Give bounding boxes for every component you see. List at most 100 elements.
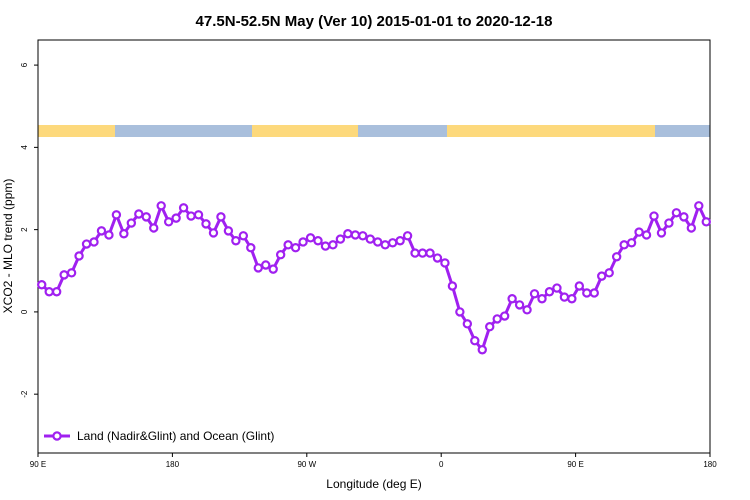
- x-tick-label: 0: [439, 460, 444, 469]
- data-point: [522, 305, 532, 315]
- data-point: [238, 231, 249, 241]
- data-point: [544, 287, 555, 297]
- data-point: [51, 287, 62, 297]
- data-point: [156, 201, 166, 211]
- data-point: [335, 234, 346, 244]
- data-point: [163, 217, 174, 227]
- data-point: [328, 240, 338, 250]
- data-point: [499, 311, 510, 321]
- data-point: [582, 288, 592, 298]
- data-point: [74, 251, 84, 261]
- data-point: [81, 239, 92, 249]
- data-point: [649, 211, 659, 221]
- data-point: [537, 294, 547, 304]
- data-point: [387, 238, 398, 248]
- data-point: [305, 233, 316, 243]
- data-point: [313, 236, 323, 246]
- x-axis-label: Longitude (deg E): [326, 477, 421, 491]
- data-point: [470, 336, 480, 346]
- data-point: [671, 208, 682, 218]
- data-point: [186, 211, 196, 221]
- surface-band: [38, 125, 710, 137]
- data-point: [619, 240, 629, 250]
- data-point: [604, 268, 614, 278]
- ocean-band: [358, 125, 447, 137]
- x-tick-label: 90 E: [30, 460, 46, 469]
- data-point: [679, 212, 689, 222]
- data-point: [373, 237, 383, 247]
- land-band: [447, 125, 655, 137]
- data-point: [402, 231, 413, 241]
- x-tick-label: 180: [166, 460, 180, 469]
- data-point: [507, 294, 517, 304]
- land-band: [252, 125, 358, 137]
- data-point: [253, 263, 263, 273]
- legend-marker: [52, 431, 62, 441]
- ocean-band: [655, 125, 710, 137]
- data-point: [343, 229, 353, 239]
- data-point: [380, 240, 390, 250]
- y-tick-label: 4: [20, 145, 29, 150]
- data-point: [529, 289, 540, 299]
- land-band: [38, 125, 115, 137]
- data-point: [231, 236, 241, 246]
- y-tick-label: -2: [20, 390, 29, 398]
- data-point: [178, 203, 189, 213]
- data-point: [447, 281, 458, 291]
- ocean-band: [115, 125, 252, 137]
- data-point: [171, 213, 181, 223]
- data-point: [261, 260, 271, 270]
- legend: Land (Nadir&Glint) and Ocean (Glint): [44, 429, 274, 443]
- data-point: [417, 248, 428, 258]
- data-point: [626, 238, 637, 248]
- data-point: [492, 314, 502, 324]
- data-point: [664, 218, 674, 228]
- y-tick-label: 2: [20, 227, 29, 232]
- data-point: [193, 210, 204, 220]
- data-point: [216, 212, 226, 222]
- data-point: [246, 243, 256, 253]
- data-point: [641, 230, 652, 240]
- data-point: [104, 230, 114, 240]
- data-point: [126, 218, 137, 228]
- data-point: [395, 236, 405, 246]
- data-point: [358, 231, 368, 241]
- data-point: [298, 237, 308, 247]
- data-point: [425, 248, 435, 258]
- data-point: [455, 307, 465, 317]
- data-point: [350, 230, 361, 240]
- data-point: [365, 234, 375, 244]
- y-tick-label: 0: [20, 309, 29, 314]
- data-point: [223, 226, 234, 236]
- data-point: [559, 292, 570, 302]
- data-point: [119, 229, 129, 239]
- plot-frame: [37, 39, 711, 454]
- data-point: [462, 319, 473, 329]
- data-point: [268, 264, 278, 274]
- y-tick-label: 6: [20, 62, 29, 67]
- data-point: [320, 241, 331, 251]
- data-point: [589, 288, 599, 298]
- data-point: [201, 219, 211, 229]
- data-point: [567, 294, 577, 304]
- x-tick-label: 180: [703, 460, 717, 469]
- chart-title: 47.5N-52.5N May (Ver 10) 2015-01-01 to 2…: [196, 13, 553, 30]
- data-point: [134, 209, 144, 219]
- data-point: [111, 210, 122, 220]
- data-point: [597, 271, 607, 281]
- x-tick-label: 90 W: [297, 460, 316, 469]
- data-point: [275, 250, 286, 260]
- data-point: [432, 253, 443, 263]
- data-point: [89, 237, 99, 247]
- data-point: [96, 226, 107, 236]
- y-axis-label: XCO2 - MLO trend (ppm): [1, 179, 15, 314]
- legend-label: Land (Nadir&Glint) and Ocean (Glint): [77, 429, 274, 443]
- data-point: [37, 280, 47, 290]
- data-point: [634, 227, 644, 237]
- data-point: [656, 228, 667, 238]
- data-point: [694, 201, 704, 211]
- data-point: [485, 322, 495, 332]
- data-point: [59, 270, 69, 280]
- data-point: [440, 258, 450, 268]
